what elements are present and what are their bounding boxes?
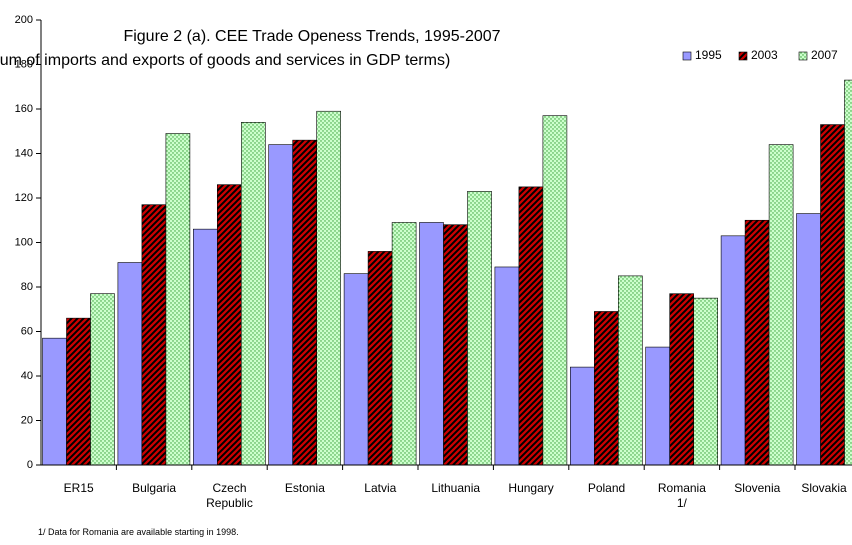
bar [542,115,568,466]
bar [720,235,746,466]
y-tick-label: 60 [21,325,33,337]
bar [669,293,695,466]
legend-swatch [798,51,808,61]
y-tick-label: 80 [21,281,33,293]
y-tick-label: 160 [15,103,33,115]
x-tick-label: Latvia [364,481,397,495]
bar [42,337,67,466]
legend-swatch [682,51,692,61]
x-tick-label: Slovenia [734,481,781,495]
bar [768,144,794,466]
x-tick-label: Romania 1/ [657,481,706,510]
bar [419,222,444,466]
bar [66,317,91,466]
y-tick-label: 0 [27,459,33,471]
chart-title: Figure 2 (a). CEE Trade Openess Trends, … [123,28,500,45]
bar [117,262,143,466]
bar [744,219,770,466]
x-tick-label: Hungary [508,481,554,495]
bar [141,204,167,466]
footnote: 1/ Data for Romania are available starti… [38,527,239,537]
x-tick-label: Estonia [284,481,325,495]
legend-swatch [738,51,748,61]
bar [645,346,671,466]
bar [693,297,719,466]
y-tick-label: 120 [15,192,33,204]
bar [844,79,852,466]
x-tick-label: Lithuania [431,481,481,495]
y-tick-label: 40 [21,370,33,382]
bar [518,186,544,466]
x-tick-label: Slovakia [801,481,847,495]
bar [316,110,342,466]
bar [367,251,393,466]
bar [343,273,369,466]
bar [165,133,191,466]
y-tick-label: 140 [15,147,33,159]
bar [391,222,417,466]
bar [467,191,492,466]
legend-label: 2007 [811,48,838,62]
x-tick-label: Poland [587,481,626,495]
bar [292,139,318,466]
bars [42,79,852,466]
bar [569,366,595,466]
y-tick-label: 200 [15,14,33,26]
x-tick-label: Bulgaria [132,481,177,495]
bar [796,213,821,466]
bar [241,122,266,466]
bar [593,311,619,466]
bar [268,144,294,466]
bar [193,228,218,466]
y-tick-label: 180 [15,58,33,70]
x-tick-label: Czech Republic [206,481,253,510]
chart-subtitle: (Sum of imports and exports of goods and… [0,52,450,69]
bar [90,293,115,466]
bar [617,275,643,466]
legend-label: 2003 [751,48,778,62]
y-tick-label: 100 [15,236,33,248]
bar [494,266,520,466]
bar [217,184,242,466]
bar [443,224,468,466]
bar [820,124,845,466]
y-tick-label: 20 [21,414,33,426]
x-tick-label: ER15 [63,481,94,495]
legend-label: 1995 [695,48,722,62]
